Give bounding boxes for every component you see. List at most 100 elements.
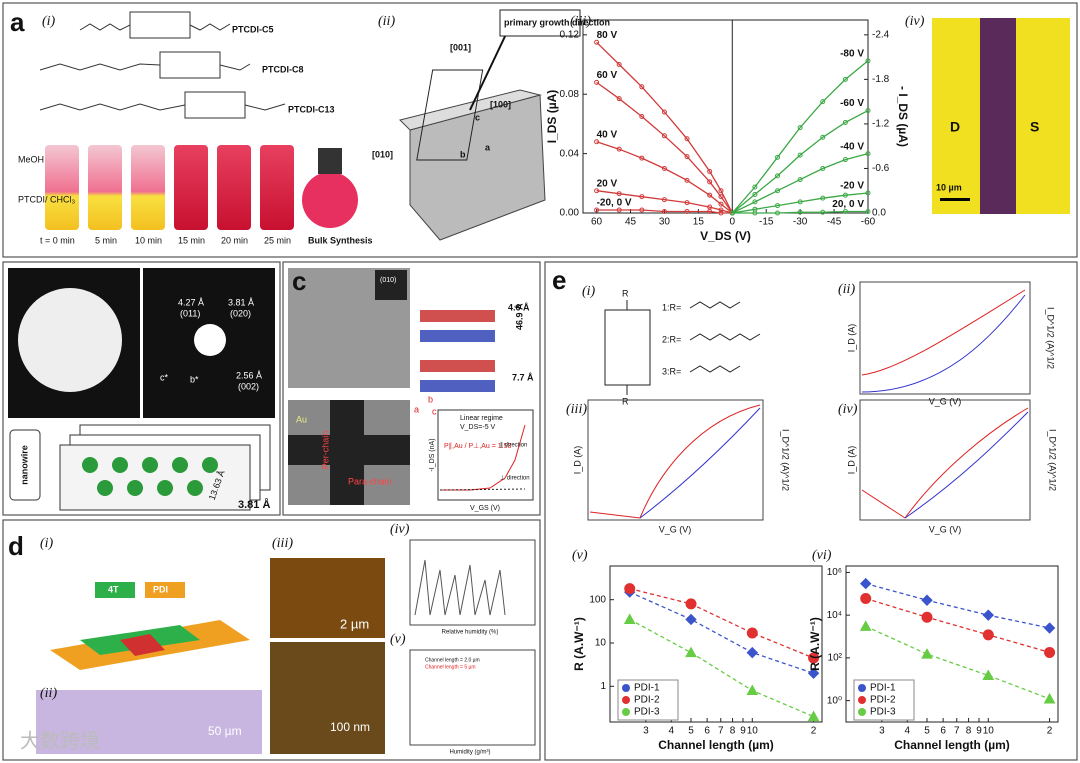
marker xyxy=(797,125,803,131)
bulk-label: Bulk Synthesis xyxy=(308,235,373,245)
axis-label: b xyxy=(428,394,433,404)
series-line xyxy=(865,597,1050,654)
axis-label: [100] xyxy=(490,99,511,109)
marker xyxy=(684,136,690,142)
image xyxy=(18,288,122,392)
axis-label: [010] xyxy=(372,149,393,159)
x-tick-label: 60 xyxy=(591,217,603,228)
marker xyxy=(807,710,820,722)
y-axis-title: R (A.W⁻¹) xyxy=(808,617,822,671)
axis-title: Relative humidity (%) xyxy=(442,630,499,636)
marker xyxy=(624,583,636,595)
x-axis-title: V_DS (V) xyxy=(700,229,751,243)
marker xyxy=(982,629,994,641)
marker xyxy=(921,594,933,606)
plot-frame xyxy=(609,565,823,723)
dimension-label: 46.9 Å xyxy=(514,303,524,330)
y-axis-title: R (A.W⁻¹) xyxy=(572,617,586,671)
lattice xyxy=(9,424,271,511)
marker xyxy=(594,207,600,213)
scale-bar: 10 µm xyxy=(936,182,962,192)
marker xyxy=(865,209,871,215)
marker xyxy=(594,79,600,85)
axis-title: V_G (V) xyxy=(659,524,692,534)
series-line xyxy=(596,41,733,214)
dimension-label: 4.6 Å xyxy=(508,302,530,312)
y-tick-label: 1 xyxy=(600,681,606,692)
x-tick-label: -60 xyxy=(861,217,876,228)
sub-label: (ii) xyxy=(838,282,855,297)
marker xyxy=(860,577,872,590)
marker xyxy=(616,146,622,152)
legend-swatch xyxy=(858,696,866,704)
x-tick-label: -30 xyxy=(793,217,808,228)
axis-title: I_D^1/2 (A)^1/2 xyxy=(781,429,791,491)
marker xyxy=(820,209,826,215)
marker xyxy=(775,173,781,179)
marker xyxy=(684,154,690,160)
series-label: 60 V xyxy=(597,70,618,81)
cell-label: c xyxy=(475,112,480,122)
axis-title: I_D (A) xyxy=(846,324,856,353)
image xyxy=(270,642,385,754)
plot-frame xyxy=(409,539,536,626)
marker xyxy=(661,209,667,215)
sub-label: (iii) xyxy=(566,402,587,417)
series-label: 40 V xyxy=(597,129,618,140)
crystal xyxy=(399,29,546,241)
x-tick-label: 4 xyxy=(905,726,911,737)
image xyxy=(288,435,410,465)
axis-title: I_D (A) xyxy=(572,446,582,475)
callout xyxy=(499,9,581,37)
sub-label: (iv) xyxy=(905,14,925,29)
x-tick-label: 0 xyxy=(730,217,736,228)
y-tick-label: 100 xyxy=(589,594,606,605)
sub-label: (v) xyxy=(390,632,406,647)
axis-title: I_D^1/2 (A)^1/2 xyxy=(1046,307,1056,369)
marker xyxy=(685,646,697,658)
x-tick-label: 5 xyxy=(924,726,930,737)
marker xyxy=(707,179,713,185)
marker xyxy=(661,133,667,139)
marker xyxy=(921,648,933,659)
x-tick-label: 7 xyxy=(954,726,960,737)
y-tick-label: 10² xyxy=(828,653,843,664)
marker xyxy=(797,199,803,205)
series-label: -20, 0 V xyxy=(597,198,632,209)
axis-label: a xyxy=(414,404,419,414)
marker xyxy=(684,177,690,183)
marker xyxy=(860,593,872,605)
marker xyxy=(639,114,645,119)
note: ∥ direction xyxy=(500,442,527,449)
marker xyxy=(808,652,820,664)
marker xyxy=(775,188,781,194)
marker xyxy=(639,194,645,200)
spot-label: (002) xyxy=(238,381,259,391)
scale-bar: 50 µm xyxy=(208,724,242,738)
r-group: 3:R= xyxy=(662,366,681,376)
x-tick-label: 2 xyxy=(811,726,817,737)
x-tick-label: 5 xyxy=(688,726,694,737)
y-tick-label: 0.00 xyxy=(560,208,580,219)
series-line xyxy=(732,210,868,214)
sub-label: (iv) xyxy=(838,402,858,417)
molecule xyxy=(604,300,761,395)
marker xyxy=(718,210,724,216)
axis-title: I_D (A) xyxy=(846,446,856,475)
sub-label: (iii) xyxy=(272,536,293,551)
marker xyxy=(775,203,781,209)
marker xyxy=(707,192,713,198)
marker xyxy=(820,195,826,201)
marker xyxy=(842,192,848,198)
marker xyxy=(707,209,713,215)
schematic xyxy=(50,582,250,670)
note: ⊥ direction xyxy=(500,475,530,482)
marker xyxy=(807,667,820,679)
marker xyxy=(718,188,724,194)
marker xyxy=(661,197,667,203)
sub-label: (i) xyxy=(40,536,54,551)
note: P∥,Au / P⊥,Au = 1.53 xyxy=(444,442,511,450)
marker xyxy=(616,207,622,213)
layer-label: MeOH xyxy=(18,154,44,164)
